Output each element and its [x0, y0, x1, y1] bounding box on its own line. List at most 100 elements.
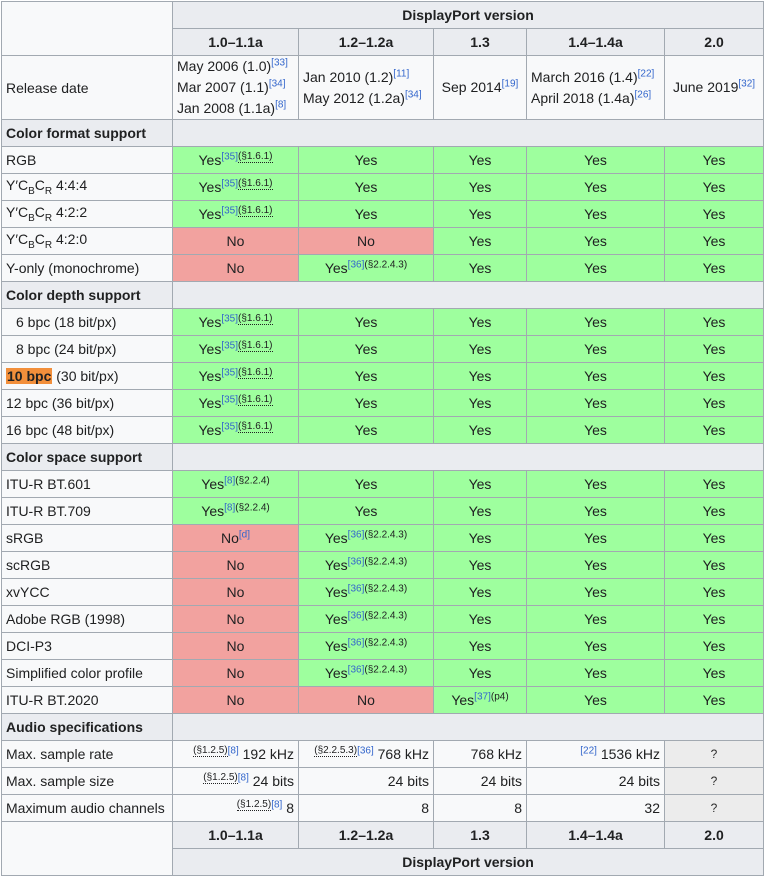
row-label-ycbcr-422: Y′CBCR 4:2:2: [1, 200, 173, 228]
ref-link[interactable]: [8]: [224, 475, 236, 487]
cell-yes: Yes: [433, 524, 527, 552]
cell-no: No: [172, 686, 299, 714]
row-label-release-date: Release date: [1, 55, 173, 120]
ref-link[interactable]: [35]: [221, 421, 239, 433]
ref-link[interactable]: [26]: [634, 88, 652, 100]
search-highlight: 10 bpc: [6, 368, 53, 384]
ref-link[interactable]: [36]: [357, 745, 374, 757]
cell-yes: Yes[35](§1.6.1): [172, 200, 299, 228]
ref-link[interactable]: [36]: [347, 259, 365, 271]
release-1-2: Jan 2010 (1.2)[11] May 2012 (1.2a)[34]: [298, 55, 434, 120]
cell-no: No: [172, 578, 299, 606]
ref-link[interactable]: [8]: [224, 502, 236, 514]
ref-link[interactable]: [35]: [221, 313, 239, 325]
release-1-0: May 2006 (1.0)[33] Mar 2007 (1.1)[34] Ja…: [172, 55, 299, 120]
ref-link[interactable]: [35]: [221, 394, 239, 406]
ref-link[interactable]: [35]: [221, 340, 239, 352]
cell-yes: Yes: [433, 227, 527, 255]
cell-yes: Yes: [433, 605, 527, 633]
cell-value: (§1.2.5)[8] 8: [172, 794, 299, 822]
release-1-4: March 2016 (1.4)[22] April 2018 (1.4a)[2…: [526, 55, 665, 120]
row-label-y-only: Y-only (monochrome): [1, 254, 173, 282]
cell-no: No: [298, 227, 434, 255]
ref-link[interactable]: [35]: [221, 367, 239, 379]
cell-yes: Yes: [526, 686, 665, 714]
row-label-ycbcr-420: Y′CBCR 4:2:0: [1, 227, 173, 255]
cell-yes: Yes[35](§1.6.1): [172, 416, 299, 444]
ref-link[interactable]: [33]: [271, 57, 288, 69]
cell-yes: Yes[36](§2.2.4.3): [298, 632, 434, 660]
footer-group: DisplayPort version: [171, 848, 765, 876]
cell-yes: Yes[36](§2.2.4.3): [298, 578, 434, 606]
cell-yes: Yes: [663, 470, 765, 498]
ref-link[interactable]: [22]: [637, 67, 655, 79]
cell-yes: Yes: [526, 362, 665, 390]
header-version-1-2: 1.2–1.2a: [298, 28, 434, 56]
section-color-space: Color space support: [1, 443, 173, 471]
ref-link[interactable]: [34]: [268, 78, 286, 90]
footer-version-1-3: 1.3: [433, 821, 527, 849]
ref-link[interactable]: [35]: [221, 205, 239, 217]
ref-link[interactable]: [19]: [501, 78, 519, 90]
row-label-adobe-rgb: Adobe RGB (1998): [1, 605, 173, 633]
note-link[interactable]: [d]: [238, 529, 251, 541]
ref-link[interactable]: [36]: [347, 583, 365, 595]
ref-link[interactable]: [8]: [275, 99, 287, 111]
row-label-16bpc: 16 bpc (48 bit/px): [1, 416, 173, 444]
ref-link[interactable]: [36]: [347, 610, 365, 622]
ref-link[interactable]: [8]: [237, 772, 249, 784]
cell-yes: Yes[36](§2.2.4.3): [298, 605, 434, 633]
cell-yes: Yes[36](§2.2.4.3): [298, 551, 434, 579]
release-2-0: June 2019[32]: [663, 55, 765, 120]
ref-link[interactable]: [35]: [221, 151, 239, 163]
ref-link[interactable]: [34]: [404, 88, 422, 100]
ref-link[interactable]: [32]: [738, 78, 756, 90]
cell-yes: Yes: [526, 308, 665, 336]
row-label-6bpc: 6 bpc (18 bit/px): [1, 308, 173, 336]
header-version-1-3: 1.3: [433, 28, 527, 56]
cell-yes: Yes[36](§2.2.4.3): [298, 254, 434, 282]
cell-yes: Yes: [663, 389, 765, 417]
row-label-sample-rate: Max. sample rate: [1, 740, 173, 768]
cell-yes: Yes: [526, 146, 665, 174]
cell-yes: Yes: [433, 551, 527, 579]
row-label-sample-size: Max. sample size: [1, 767, 173, 795]
ref-link[interactable]: [36]: [347, 529, 365, 541]
cell-yes: Yes: [663, 335, 765, 363]
footer-version-2-0: 2.0: [663, 821, 765, 849]
row-label-scrgb: scRGB: [1, 551, 173, 579]
cell-yes: Yes: [298, 173, 434, 201]
cell-yes: Yes: [663, 632, 765, 660]
cell-yes: Yes: [526, 227, 665, 255]
cell-yes: Yes: [433, 470, 527, 498]
ref-link[interactable]: [22]: [580, 745, 597, 757]
section-audio: Audio specifications: [1, 713, 173, 741]
ref-link[interactable]: [36]: [347, 556, 365, 568]
cell-yes: Yes[35](§1.6.1): [172, 362, 299, 390]
cell-no: No: [172, 551, 299, 579]
cell-yes: Yes: [298, 497, 434, 525]
cell-yes: Yes: [663, 308, 765, 336]
cell-value: 24 bits: [433, 767, 527, 795]
cell-yes: Yes: [526, 497, 665, 525]
cell-yes: Yes: [663, 578, 765, 606]
cell-yes: Yes: [526, 254, 665, 282]
ref-link[interactable]: [37]: [474, 691, 491, 703]
cell-value: [22] 1536 kHz: [526, 740, 665, 768]
ref-link[interactable]: [11]: [393, 67, 410, 79]
cell-yes: Yes[8](§2.2.4): [172, 497, 299, 525]
cell-unknown: ?: [663, 740, 765, 768]
ref-link[interactable]: [8]: [271, 799, 283, 811]
cell-yes: Yes: [663, 362, 765, 390]
ref-link[interactable]: [8]: [227, 745, 239, 757]
ref-link[interactable]: [36]: [347, 664, 365, 676]
cell-yes: Yes: [663, 416, 765, 444]
cell-yes: Yes[36](§2.2.4.3): [298, 524, 434, 552]
corner-cell: [1, 1, 173, 56]
ref-link[interactable]: [36]: [347, 637, 365, 649]
cell-yes: Yes: [298, 416, 434, 444]
cell-yes: Yes[35](§1.6.1): [172, 173, 299, 201]
ref-link[interactable]: [35]: [221, 178, 239, 190]
cell-yes: Yes: [433, 308, 527, 336]
cell-yes: Yes: [526, 578, 665, 606]
